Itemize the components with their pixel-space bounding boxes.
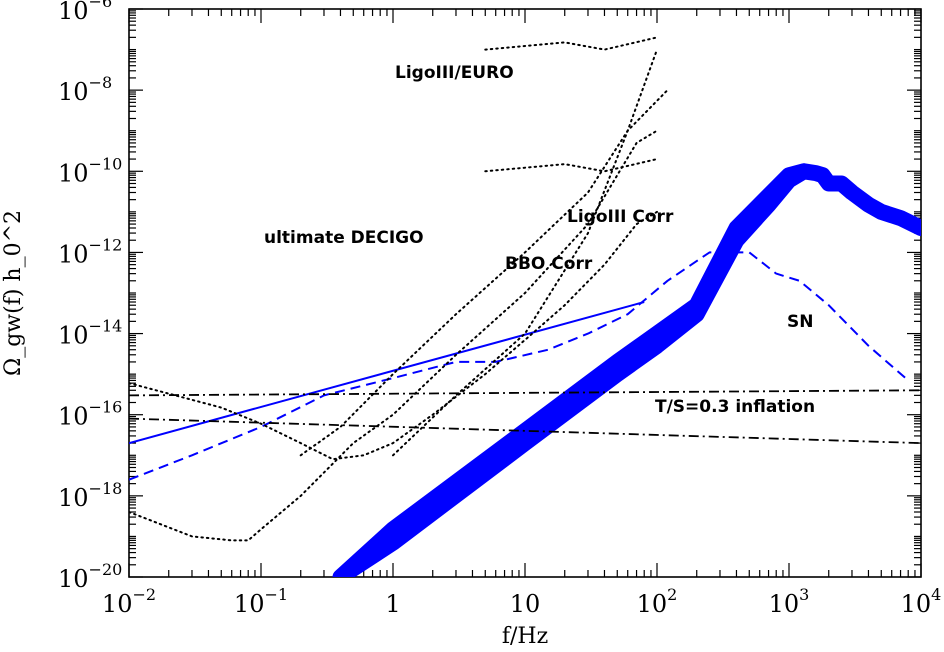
y-tick-label: 10−6	[58, 0, 112, 25]
series-line-dotted	[484, 36, 658, 51]
x-tick-label: 10−1	[234, 585, 288, 618]
annotation-inflation: T/S=0.3 inflation	[655, 397, 815, 417]
y-tick-label: 10−10	[58, 154, 122, 187]
annotation-decigo: ultimate DECIGO	[264, 228, 424, 248]
y-axis-label: Ω_gw(f) h_0^2	[1, 210, 26, 376]
series-band-blue	[332, 163, 921, 577]
x-tick-label: 1	[385, 590, 400, 618]
annotation-sn: SN	[787, 312, 813, 332]
y-tick-label: 10−16	[58, 398, 122, 431]
series-line-dotted	[484, 158, 658, 173]
series-line-blue-dashed	[129, 251, 909, 481]
y-tick-label: 10−14	[58, 317, 122, 350]
x-tick-label: 10	[510, 590, 541, 618]
x-axis-label: f/Hz	[502, 624, 548, 649]
series-line-dotted	[129, 210, 658, 461]
annotation-ligo-euro: LigoIII/EURO	[395, 63, 514, 83]
series-line-blue-solid	[129, 301, 645, 445]
y-tick-label: 10−8	[58, 73, 112, 106]
series-line-dashdot	[129, 417, 921, 444]
y-tick-label: 10−18	[58, 479, 122, 512]
x-tick-label: 104	[901, 585, 942, 618]
x-tick-labels: 10−2 10−1 1 10 102 103 104	[102, 585, 941, 618]
series-line-dashdot	[129, 389, 921, 397]
axis-ticks	[128, 8, 922, 578]
annotation-bbo: BBO Corr	[505, 254, 593, 274]
y-tick-label: 10−12	[58, 235, 122, 268]
series-line-dotted	[392, 48, 658, 457]
x-tick-label: 103	[769, 585, 810, 618]
series-line-dotted	[299, 89, 669, 457]
plot-area	[129, 36, 921, 577]
x-tick-label: 102	[637, 585, 678, 618]
x-tick-label: 10−2	[102, 585, 156, 618]
annotation-ligo-corr: LigoIII Corr	[567, 207, 674, 227]
series-line-dotted	[129, 129, 658, 542]
y-tick-labels: 10−20 10−18 10−16 10−14 10−12 10−10 10−8 10−6	[58, 0, 122, 593]
y-tick-label: 10−20	[58, 560, 122, 593]
